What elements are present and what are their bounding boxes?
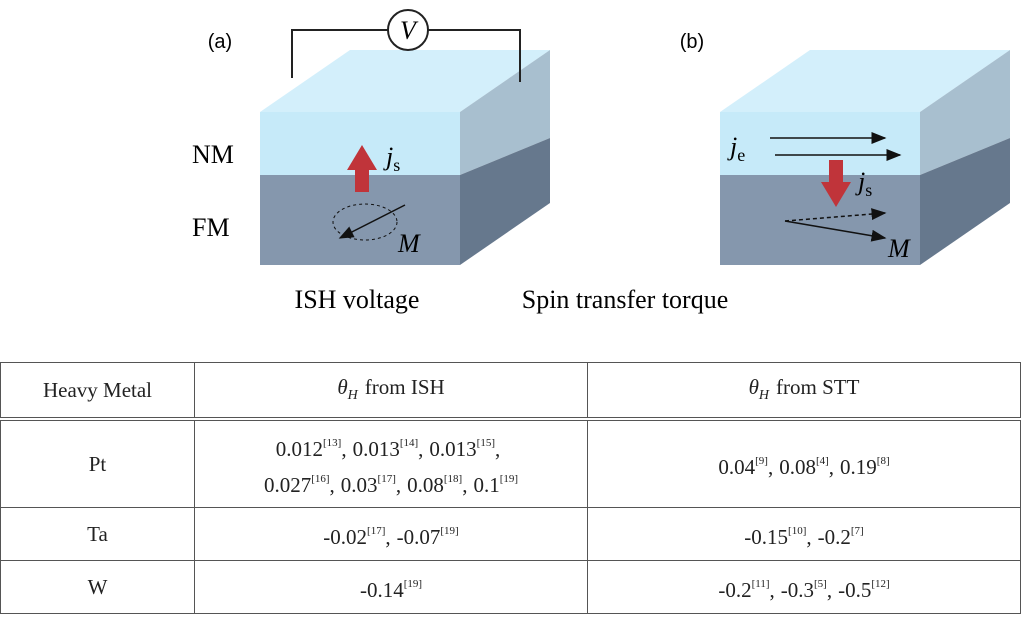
reference: [7] — [851, 525, 864, 537]
separator: , — [495, 437, 500, 461]
value: 0.013 — [429, 437, 476, 461]
value: -0.2 — [718, 578, 751, 602]
value: 0.08 — [779, 455, 816, 479]
cell-line: -0.14[19] — [195, 569, 587, 605]
value: -0.5 — [838, 578, 871, 602]
table-row: W-0.14[19]-0.2[11],-0.3[5],-0.5[12] — [1, 561, 1021, 614]
reference: [11] — [752, 578, 770, 590]
reference: [14] — [400, 437, 418, 449]
reference: [17] — [378, 473, 396, 485]
symbol: θ — [749, 375, 759, 399]
reference: [8] — [877, 455, 890, 467]
separator: , — [418, 437, 423, 461]
table-cell: W — [1, 561, 195, 614]
header-text: from ISH — [365, 375, 445, 399]
panel-label: (a) — [208, 31, 232, 53]
layer-label: FM — [192, 213, 230, 242]
table-cell: Ta — [1, 508, 195, 561]
subscript: s — [865, 180, 872, 200]
header-cell: Heavy Metal — [1, 363, 195, 420]
reference: [15] — [477, 437, 495, 449]
cell-line: -0.15[10], -0.2[7] — [588, 516, 1020, 552]
value: -0.3 — [781, 578, 814, 602]
value: -0.07 — [397, 525, 441, 549]
value: 0.04 — [718, 455, 755, 479]
reference: [19] — [404, 578, 422, 590]
separator: , — [829, 455, 834, 479]
value: 0.1 — [473, 473, 499, 497]
panel-label: (b) — [680, 31, 704, 53]
cell-line: 0.04[9],0.08[4],0.19[8] — [588, 446, 1020, 482]
separator: , — [341, 437, 346, 461]
table-cell: -0.02[17], -0.07[19] — [195, 508, 588, 561]
reference: [19] — [440, 525, 458, 537]
figure: V (a) NM FM js M ISH voltage (b) je js M… — [0, 0, 1021, 621]
separator: , — [827, 578, 832, 602]
table-cell: 0.012[13],0.013[14],0.013[15],0.027[16],… — [195, 419, 588, 508]
value: 0.027 — [264, 473, 311, 497]
diagram: V (a) NM FM js M ISH voltage (b) je js M… — [0, 0, 1021, 360]
cell-line: -0.02[17], -0.07[19] — [195, 516, 587, 552]
reference: [5] — [814, 578, 827, 590]
separator: , — [462, 473, 467, 497]
subscript: e — [737, 145, 745, 165]
value: -0.15 — [744, 525, 788, 549]
value: -0.14 — [360, 578, 404, 602]
table-cell: 0.04[9],0.08[4],0.19[8] — [588, 419, 1021, 508]
reference: [13] — [323, 437, 341, 449]
table-cell: -0.2[11],-0.3[5],-0.5[12] — [588, 561, 1021, 614]
value: 0.19 — [840, 455, 877, 479]
subscript: H — [348, 389, 358, 404]
value: 0.013 — [353, 437, 400, 461]
caption: Spin transfer torque — [522, 285, 729, 314]
cell-line: 0.027[16],0.03[17],0.08[18],0.1[19] — [195, 464, 587, 500]
table-cell: -0.15[10], -0.2[7] — [588, 508, 1021, 561]
reference: [19] — [500, 473, 518, 485]
separator: , — [330, 473, 335, 497]
separator: , — [768, 455, 773, 479]
caption: ISH voltage — [295, 285, 420, 314]
reference: [10] — [788, 525, 806, 537]
reference: [16] — [311, 473, 329, 485]
subscript: s — [393, 155, 400, 175]
block-b — [720, 50, 1010, 265]
value: -0.02 — [323, 525, 367, 549]
value: 0.012 — [276, 437, 323, 461]
value: -0.2 — [818, 525, 851, 549]
value: 0.08 — [407, 473, 444, 497]
symbol: θ — [337, 375, 347, 399]
table-cell: Pt — [1, 419, 195, 508]
cell-line: -0.2[11],-0.3[5],-0.5[12] — [588, 569, 1020, 605]
subscript: H — [759, 389, 769, 404]
separator: , — [770, 578, 775, 602]
table-row: Ta -0.02[17], -0.07[19] -0.15[10], -0.2[7] — [1, 508, 1021, 561]
header-text: from STT — [776, 375, 859, 399]
magnetization: M — [397, 229, 421, 258]
reference: [9] — [755, 455, 768, 467]
magnetization: M — [887, 234, 911, 263]
value: 0.03 — [341, 473, 378, 497]
separator: , — [385, 525, 390, 549]
table-cell: -0.14[19] — [195, 561, 588, 614]
separator: , — [806, 525, 811, 549]
separator: , — [396, 473, 401, 497]
reference: [4] — [816, 455, 829, 467]
reference: [17] — [367, 525, 385, 537]
layer-label: NM — [192, 140, 234, 169]
reference: [12] — [871, 578, 889, 590]
reference: [18] — [444, 473, 462, 485]
cell-line: 0.012[13],0.013[14],0.013[15], — [195, 428, 587, 464]
